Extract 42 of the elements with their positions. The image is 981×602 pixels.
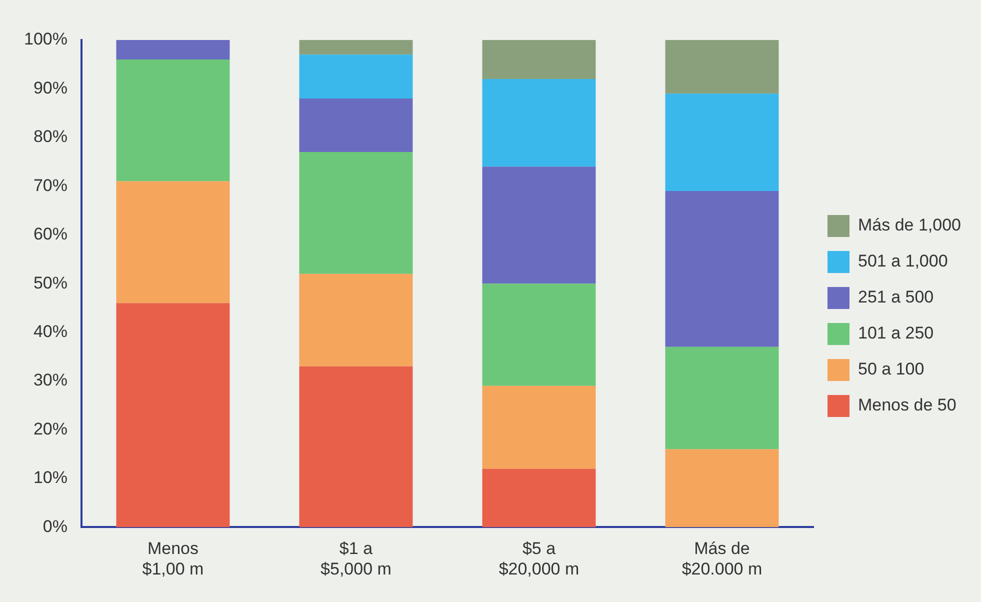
legend-label: 101 a 250 [858, 324, 934, 343]
y-tick-label: 70% [33, 176, 68, 195]
legend-label: 50 a 100 [858, 360, 924, 379]
y-tick-label: 90% [33, 78, 68, 98]
legend-label: 251 a 500 [858, 288, 934, 307]
bar [482, 40, 596, 79]
bar [665, 346, 779, 450]
y-tick-label: 80% [33, 127, 68, 146]
x-tick-label: $5 a $20,000 m [498, 539, 580, 578]
bar [665, 40, 779, 94]
bar [482, 166, 596, 284]
bar [482, 284, 596, 386]
y-tick-label: 100% [24, 30, 68, 49]
y-tick-label: 20% [33, 419, 68, 438]
bar [665, 191, 779, 347]
x-tick-label: Menos $1,00 m [142, 539, 204, 578]
x-tick-label: Más de $20.000 m [682, 539, 762, 578]
bar [116, 303, 230, 528]
legend-label: Menos de 50 [858, 396, 956, 415]
bar [299, 366, 413, 528]
bar [482, 386, 596, 469]
bar [299, 40, 413, 55]
y-tick-label: 40% [33, 322, 68, 342]
bar [299, 152, 413, 274]
bar [116, 181, 230, 304]
bar [299, 54, 413, 98]
x-tick-label: $1 a $5,000 m [320, 539, 392, 578]
legend-label: 501 a 1,000 [858, 252, 948, 271]
bar [116, 40, 230, 60]
y-tick-label: 10% [33, 468, 68, 488]
bar [299, 274, 413, 366]
legend-label: Más de 1,000 [858, 216, 962, 235]
y-tick-label: 0% [42, 516, 68, 536]
bar [299, 98, 413, 152]
y-tick-label: 30% [33, 370, 68, 390]
bar [116, 59, 230, 182]
bar [482, 468, 596, 528]
bar [665, 94, 779, 192]
y-tick-label: 60% [33, 224, 68, 244]
bar [665, 449, 779, 528]
y-tick-label: 50% [33, 273, 68, 292]
bar [482, 78, 596, 167]
